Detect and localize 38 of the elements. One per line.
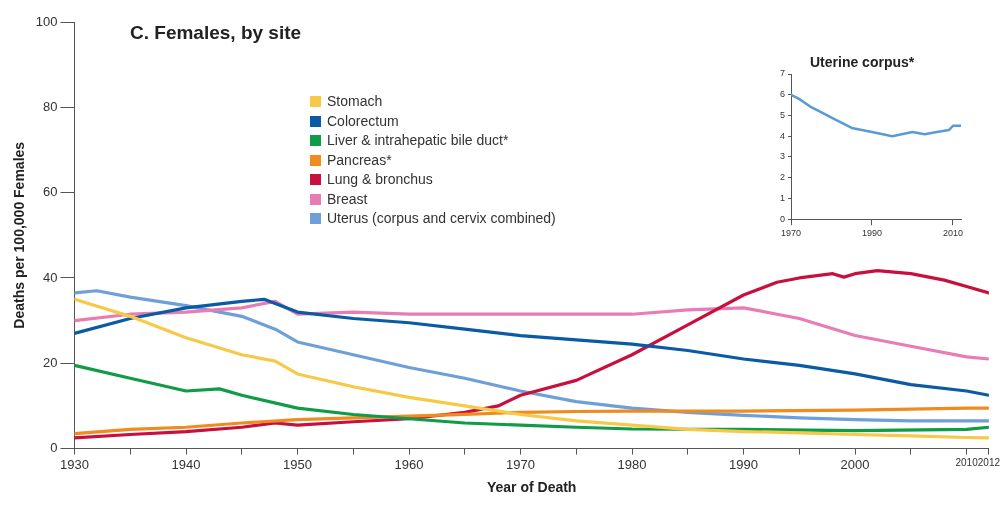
chart-title: C. Females, by site — [130, 22, 302, 44]
x-tick-label: 1950 — [283, 456, 312, 472]
y-tick-label: 1 — [779, 192, 786, 203]
chart-title: Uterine corpus* — [810, 54, 915, 70]
x-tick-label: 1980 — [617, 456, 647, 472]
y-tick-label: 3 — [779, 151, 786, 162]
legend-label: Colorectum — [327, 112, 399, 129]
x-tick-label: 1930 — [60, 456, 89, 472]
x-tick-label: 1990 — [729, 456, 759, 472]
x-tick-label: 2010 — [955, 457, 979, 469]
x-tick-label: 1990 — [861, 228, 882, 239]
y-tick-label: 80 — [43, 98, 58, 114]
x-tick-label: 2012 — [977, 457, 1001, 469]
x-tick-label: 1970 — [780, 228, 802, 239]
y-tick-label: 100 — [35, 13, 58, 29]
y-tick-label: 0 — [50, 440, 58, 456]
x-axis-title: Year of Death — [486, 479, 577, 496]
legend-label: Uterus (corpus and cervix combined) — [327, 210, 556, 226]
y-tick-label: 5 — [779, 109, 786, 120]
y-tick-label: 60 — [43, 184, 58, 200]
y-tick-label: 6 — [779, 89, 786, 100]
x-tick-label: 2000 — [840, 456, 870, 472]
legend-label: Breast — [327, 190, 368, 207]
y-tick-label: 40 — [43, 269, 58, 285]
x-tick-label: 1970 — [506, 456, 535, 472]
x-tick-label: 1960 — [394, 456, 424, 472]
legend-label: Liver & intrahepatic bile duct* — [327, 132, 509, 148]
y-tick-label: 7 — [779, 68, 786, 79]
legend-label: Pancreas* — [327, 151, 392, 168]
y-tick-label: 2 — [779, 172, 786, 183]
y-tick-label: 0 — [779, 213, 786, 224]
y-axis-title: Deaths per 100,000 Females — [11, 141, 28, 329]
x-tick-label: 2010 — [942, 228, 963, 239]
x-tick-label: 1940 — [171, 456, 201, 472]
legend-label: Stomach — [327, 93, 383, 109]
legend-label: Lung & bronchus — [327, 171, 433, 187]
y-tick-label: 20 — [43, 354, 58, 370]
y-tick-label: 4 — [779, 130, 786, 141]
